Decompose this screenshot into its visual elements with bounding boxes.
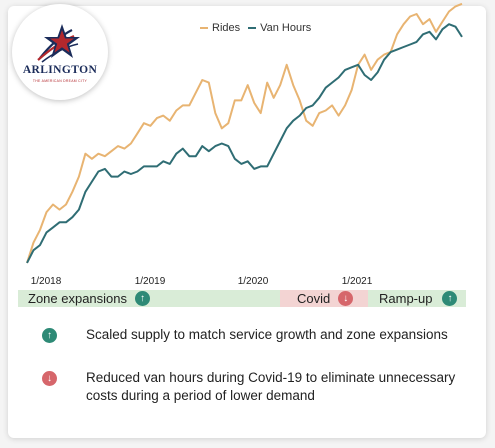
legend-item-rides: Rides — [200, 22, 240, 34]
legend-label-van-hours: Van Hours — [260, 22, 312, 34]
star-emblem-icon — [37, 24, 80, 63]
note-text: Scaled supply to match service growth an… — [86, 327, 448, 342]
x-tick-label: 1/2021 — [341, 276, 373, 287]
series-line-van-hours — [26, 23, 463, 264]
chart-legend: Rides Van Hours — [200, 22, 319, 34]
legend-swatch-van-hours — [248, 27, 257, 29]
up-arrow-icon: ↑ — [42, 328, 57, 343]
arlington-logo: ARLINGTON THE AMERICAN DREAM CITY — [12, 4, 108, 100]
legend-swatch-rides — [200, 27, 208, 29]
logo-tagline: THE AMERICAN DREAM CITY — [32, 79, 88, 83]
band-covid: Covid ↓ — [280, 290, 368, 307]
band-label: Ramp-up — [379, 291, 433, 306]
note-text: Reduced van hours during Covid-19 to eli… — [86, 370, 456, 403]
up-arrow-icon: ↑ — [442, 291, 458, 306]
x-tick-label: 1/2018 — [30, 276, 62, 287]
band-label: Covid — [297, 291, 331, 306]
legend-label-rides: Rides — [212, 22, 241, 34]
band-zone-expansions: Zone expansions ↑ — [18, 290, 280, 307]
legend-item-van-hours: Van Hours — [248, 22, 311, 34]
x-tick-label: 1/2019 — [134, 276, 166, 287]
logo-wordmark: ARLINGTON — [22, 64, 98, 76]
band-ramp-up: Ramp-up ↑ — [368, 290, 466, 307]
up-arrow-icon: ↑ — [135, 291, 151, 306]
x-tick-label: 1/2020 — [237, 276, 269, 287]
down-arrow-icon: ↓ — [42, 371, 57, 386]
down-arrow-icon: ↓ — [338, 291, 354, 306]
band-label: Zone expansions — [28, 291, 128, 306]
